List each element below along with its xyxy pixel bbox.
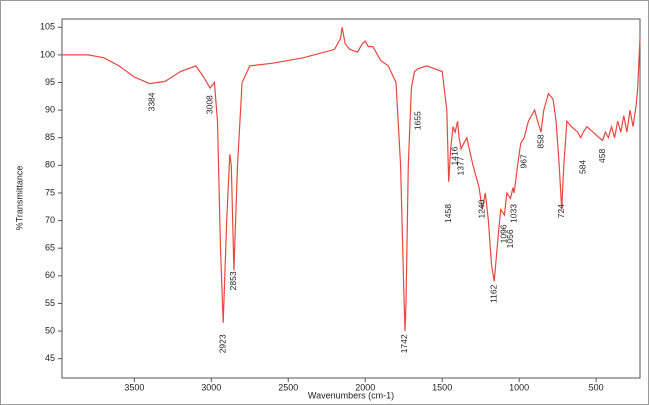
peak-label: 3384 [146, 92, 156, 111]
peak-label: 1240 [476, 199, 486, 218]
y-tick-label: 75 [45, 187, 55, 197]
y-axis-label: %Transmittance [14, 166, 24, 231]
peak-label: 858 [535, 134, 545, 148]
x-tick-label: 1000 [509, 382, 529, 392]
x-tick-label: 2000 [355, 382, 375, 392]
peak-label: 1416 [449, 146, 459, 165]
peak-label: 3008 [204, 95, 214, 114]
y-tick-label: 100 [40, 49, 55, 59]
y-tick-label: 50 [45, 325, 55, 335]
spectrum-line [62, 27, 641, 332]
peak-label: 1377 [455, 156, 465, 175]
y-tick-label: 60 [45, 270, 55, 280]
peak-label: 724 [556, 204, 566, 218]
y-tick-label: 55 [45, 298, 55, 308]
y-tick-label: 65 [45, 243, 55, 253]
y-tick-label: 80 [45, 160, 55, 170]
peak-label: 1056 [505, 229, 515, 248]
peak-label: 1742 [399, 334, 409, 353]
y-tick-label: 45 [45, 353, 55, 363]
plot-area [61, 18, 641, 379]
peak-label: 1033 [508, 204, 518, 223]
peak-label: 1162 [488, 284, 498, 303]
x-tick-label: 3000 [201, 382, 221, 392]
y-tick-label: 85 [45, 132, 55, 142]
peak-label: 2853 [228, 271, 238, 290]
y-tick-label: 70 [45, 215, 55, 225]
peak-label: 458 [597, 149, 607, 163]
x-tick-label: 1500 [432, 382, 452, 392]
peak-label: 1458 [443, 204, 453, 223]
x-axis-label: Wavenumbers (cm-1) [308, 390, 394, 400]
y-tick-label: 105 [40, 22, 55, 32]
x-tick-label: 2500 [278, 382, 298, 392]
peak-label: 1655 [413, 111, 423, 130]
y-tick-label: 90 [45, 105, 55, 115]
peak-label: 2923 [217, 334, 227, 353]
y-tick-label: 95 [45, 77, 55, 87]
peak-label: 967 [518, 154, 528, 168]
peak-label: 1096 [499, 224, 509, 243]
x-tick-label: 500 [589, 382, 604, 392]
x-tick-label: 3500 [124, 382, 144, 392]
peak-label: 584 [577, 160, 587, 174]
